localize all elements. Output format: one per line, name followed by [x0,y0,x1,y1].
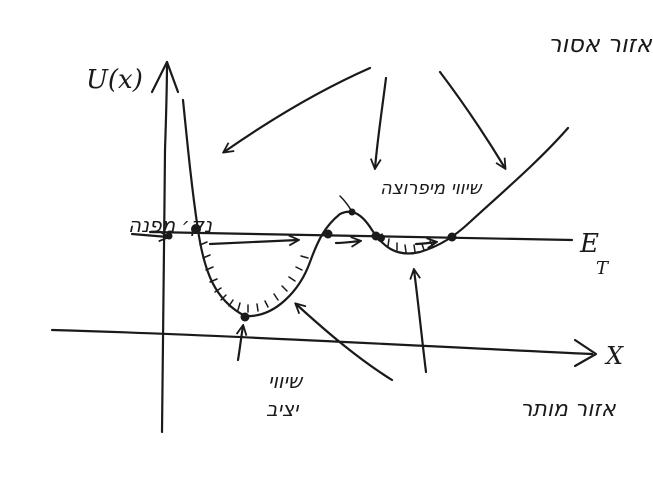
allowed-arrow-left [296,304,394,382]
forbidden-region-label: אזור אסור [548,30,653,58]
y-axis [160,60,169,434]
unstable-maximum-dot [348,208,356,216]
turning-point-left-dot [191,224,201,234]
energy-line [148,230,574,242]
allowed-region-label: אזור מותר [520,397,617,422]
allowed-arrow-right [414,270,428,374]
unstable-pointer [339,195,352,211]
stable-equilibrium-label-line2: יציב [266,397,300,421]
motion-arrow-3 [414,242,436,244]
turning-point-arrow [130,234,168,237]
stable-minimum-dot [240,312,250,322]
x-axis-arrowhead [573,338,598,368]
unstable-equilibrium-label: שיווי מיפרוצה [380,178,483,199]
stable-pointer [238,326,243,362]
y-axis-arrowhead [150,60,180,94]
energy-label: E [579,229,599,259]
stable-equilibrium-label-line1: שיווי [268,369,304,393]
forbidden-arrow-right [438,70,505,168]
turning-point-label: נק׳ מפנה [128,213,212,237]
motion-arrow-1 [208,240,298,244]
y-axis-label: U(x) [86,65,143,95]
energy-subscript: T [596,258,610,279]
x-axis-label: X [604,342,624,370]
forbidden-arrow-left [224,66,372,152]
crossing-dot-1 [323,229,333,239]
forbidden-arrow-middle [375,76,388,168]
x-axis [50,328,594,356]
potential-curve [181,98,570,318]
crossing-dot-3 [377,234,385,242]
motion-arrow-2 [334,241,360,243]
turning-point-right-dot [447,232,457,242]
